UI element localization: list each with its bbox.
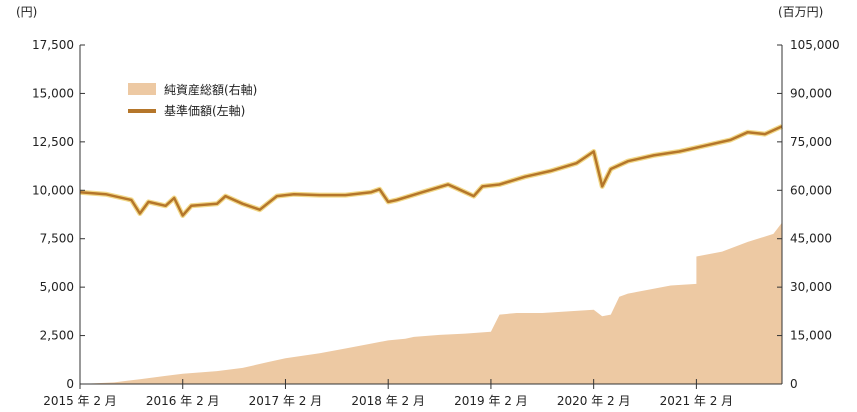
right-axis-tick-label: 0: [790, 377, 798, 391]
x-axis-tick-label: 2016 年 2 月: [146, 394, 220, 408]
left-axis-tick-label: 0: [66, 377, 74, 391]
axes: 0 2,500 5,000 7,500 10,000 12,500 15,000 17,500…: [32, 38, 840, 408]
series-nav-line-halo: [79, 124, 784, 218]
left-axis-unit: (円): [16, 5, 37, 19]
left-axis-tick-label: 15,000: [32, 86, 74, 100]
plot-area: [79, 124, 784, 384]
legend-label-net-assets: 純資産総額(右軸): [164, 82, 257, 97]
x-axis-tick-label: 2019 年 2 月: [454, 394, 528, 408]
x-axis-tick-label: 2017 年 2 月: [249, 394, 323, 408]
right-axis-tick-label: 60,000: [790, 183, 832, 197]
left-axis-tick-label: 10,000: [32, 183, 74, 197]
series-nav-line: [79, 125, 783, 217]
legend: 純資産総額(右軸) 基準価額(左軸): [115, 79, 339, 125]
x-axis-tick-label: 2018 年 2 月: [351, 394, 425, 408]
right-axis-tick-label: 30,000: [790, 280, 832, 294]
left-axis-tick-label: 7,500: [40, 232, 74, 246]
series-net-assets-area: [80, 222, 782, 384]
left-axis-tick-label: 12,500: [32, 135, 74, 149]
right-axis-tick-label: 105,000: [790, 38, 840, 52]
left-axis-tick-label: 17,500: [32, 38, 74, 52]
x-axis-tick-label: 2020 年 2 月: [557, 394, 631, 408]
legend-label-nav: 基準価額(左軸): [164, 103, 245, 118]
legend-swatch-net-assets: [128, 83, 156, 95]
right-axis-tick-label: 90,000: [790, 86, 832, 100]
x-axis-tick-label: 2015 年 2 月: [43, 394, 117, 408]
right-axis-tick-label: 45,000: [790, 232, 832, 246]
right-axis-unit: (百万円): [778, 5, 823, 19]
left-axis-tick-label: 2,500: [40, 329, 74, 343]
right-axis-tick-label: 75,000: [790, 135, 832, 149]
right-axis-tick-label: 15,000: [790, 329, 832, 343]
left-axis-tick-label: 5,000: [40, 280, 74, 294]
x-axis-tick-label: 2021 年 2 月: [660, 394, 734, 408]
